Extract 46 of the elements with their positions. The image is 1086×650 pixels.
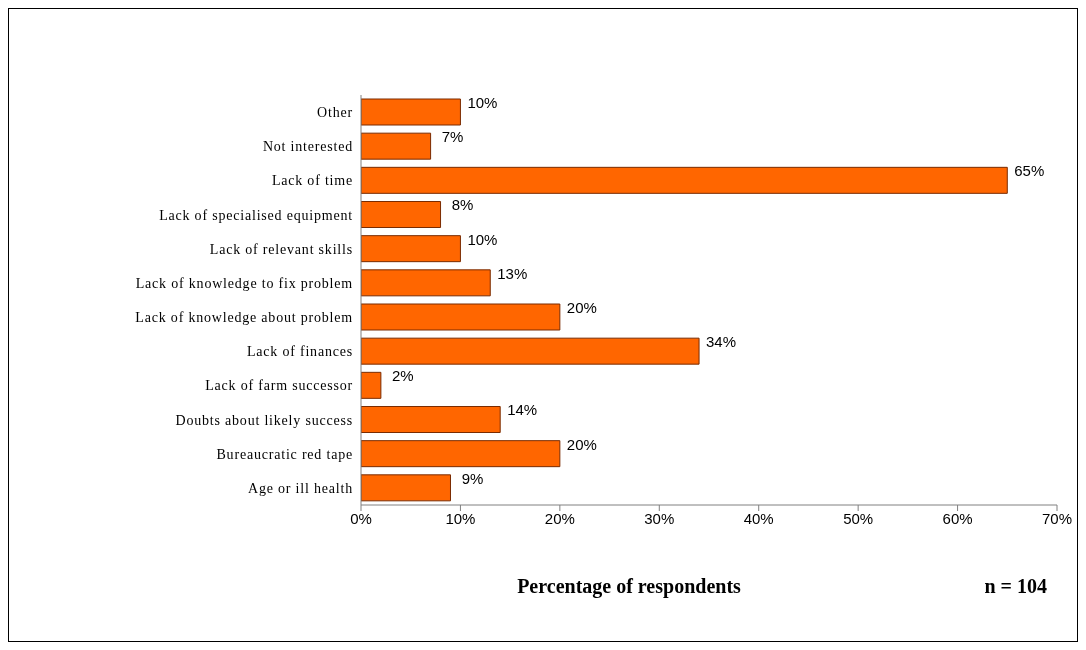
x-tick-label: 10% xyxy=(445,509,476,527)
y-tick-label: Lack of specialised equipment xyxy=(159,207,353,223)
x-tick-label: 40% xyxy=(743,509,774,527)
y-tick-label: Lack of time xyxy=(271,173,353,189)
bar xyxy=(361,337,700,365)
data-label: 10% xyxy=(467,93,498,111)
x-axis-title: Percentage of respondents xyxy=(516,575,742,598)
bar xyxy=(361,132,432,160)
x-tick-label: 30% xyxy=(644,509,675,527)
y-tick-label: Lack of farm successor xyxy=(205,378,353,394)
y-tick-label: Lack of knowledge about problem xyxy=(135,310,353,326)
y-tick-label: Other xyxy=(317,105,353,121)
data-label: 2% xyxy=(392,367,414,385)
data-label: 65% xyxy=(1014,162,1045,180)
y-tick-label: Lack of relevant skills xyxy=(209,241,353,257)
data-label: 20% xyxy=(566,298,597,316)
y-tick-label: Not interested xyxy=(262,139,353,155)
y-tick-label: Bureaucratic red tape xyxy=(216,446,353,462)
bar xyxy=(361,474,451,502)
bar xyxy=(361,440,561,468)
bar xyxy=(361,201,442,228)
data-label: 20% xyxy=(566,435,597,453)
x-tick-label: 20% xyxy=(544,509,575,527)
data-label: 34% xyxy=(706,333,737,351)
data-label: 8% xyxy=(451,196,474,214)
y-tick-label: Doubts about likely success xyxy=(175,412,353,428)
bar xyxy=(361,269,491,297)
data-label: 14% xyxy=(507,401,538,419)
x-tick-label: 60% xyxy=(942,509,973,527)
bar xyxy=(361,303,561,331)
data-label: 9% xyxy=(461,469,484,487)
bar xyxy=(361,406,501,433)
y-tick-label: Age or ill health xyxy=(248,480,353,496)
data-label: 7% xyxy=(441,128,464,146)
bar xyxy=(361,235,461,263)
text: n = 104 xyxy=(984,575,1047,598)
y-tick-label: Lack of knowledge to fix problem xyxy=(135,275,353,291)
x-tick-label: 70% xyxy=(1041,509,1073,527)
bar xyxy=(361,98,461,126)
x-tick-label: 50% xyxy=(843,509,874,527)
y-tick-label: Lack of finances xyxy=(246,344,353,360)
data-label: 10% xyxy=(467,230,498,248)
bar xyxy=(361,371,382,399)
data-label: 13% xyxy=(497,264,528,282)
bar xyxy=(361,166,1008,194)
x-tick-label: 0% xyxy=(350,509,372,527)
